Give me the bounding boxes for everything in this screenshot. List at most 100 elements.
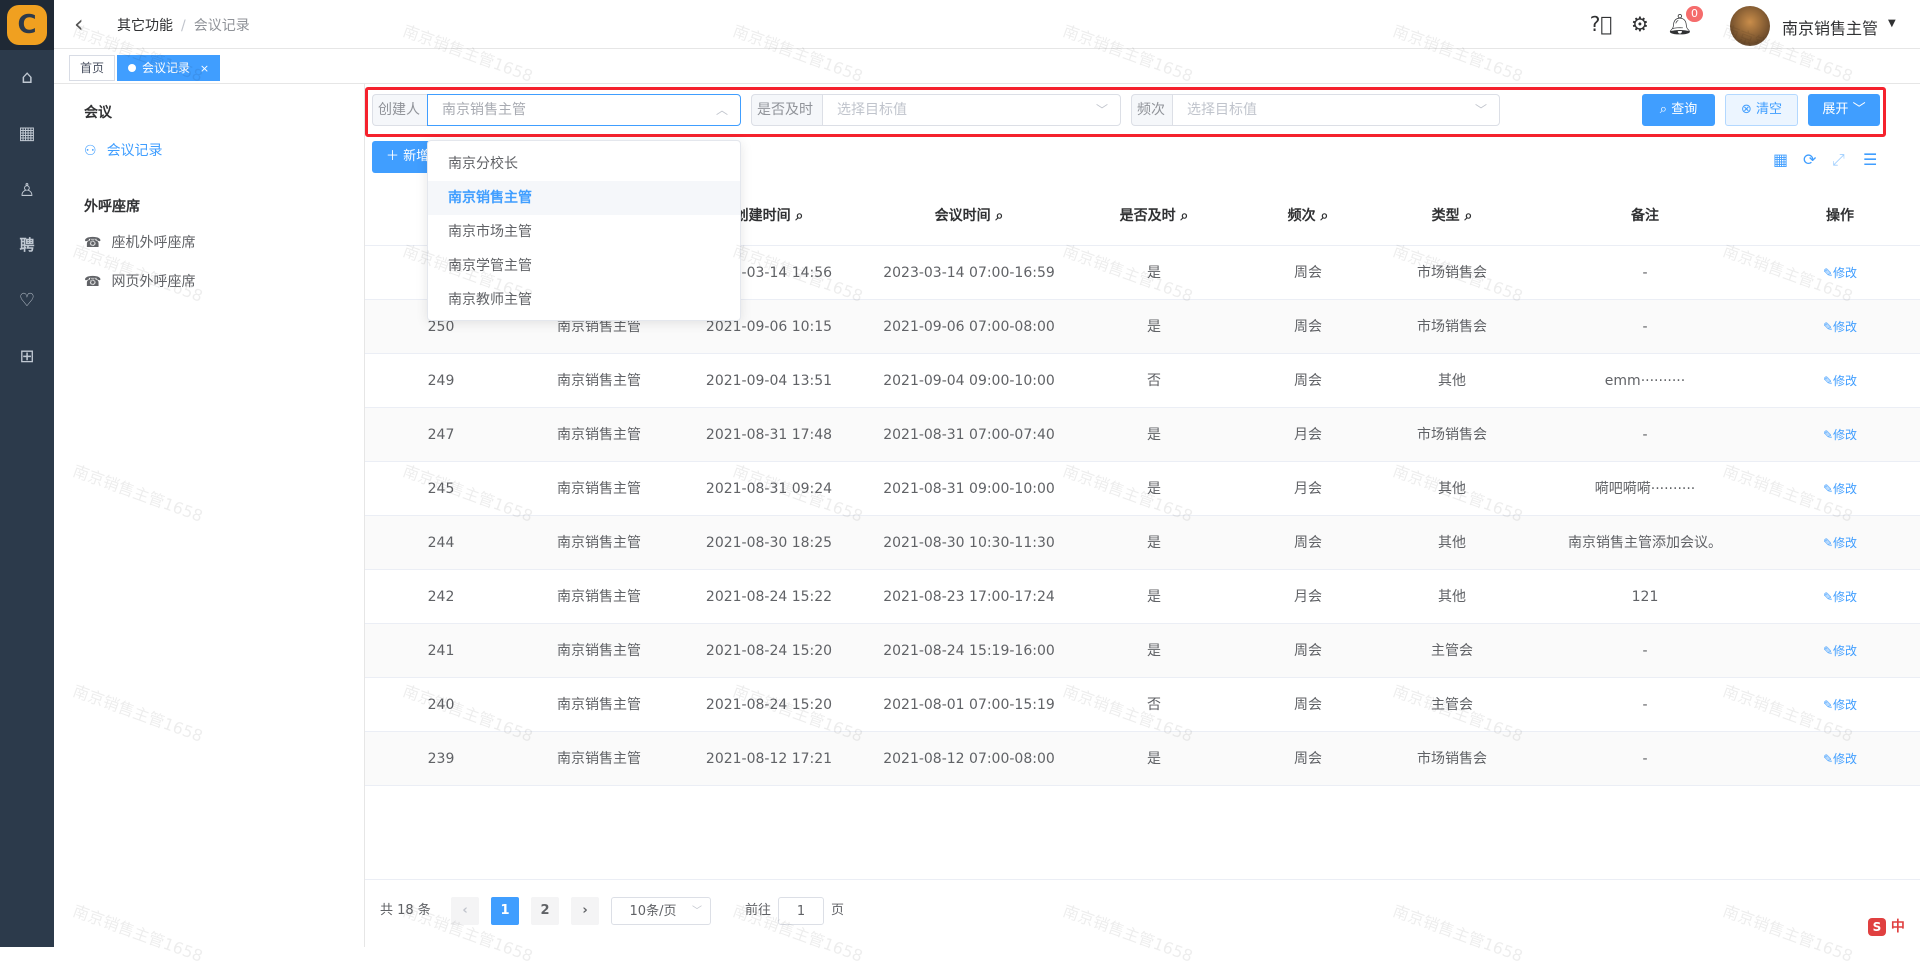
goto-input[interactable]: 1 <box>778 897 824 925</box>
menu-item-landline-seat[interactable]: ☎ 座机外呼座席 <box>84 232 195 252</box>
table-cell: 2021-09-04 09:00-10:00 <box>883 354 1055 408</box>
table-row: 240 南京销售主管 2021-08-24 15:20 2021-08-01 07:0… <box>365 678 1920 732</box>
search-icon[interactable]: ⌕ <box>1459 208 1473 224</box>
table-cell: 245 <box>428 462 455 516</box>
menu-item-meeting-records[interactable]: ⚇ 会议记录 <box>84 140 163 160</box>
table-cell: emm·········· <box>1605 354 1685 408</box>
table-cell: - <box>1642 246 1647 300</box>
caret-down-icon[interactable]: ▼ <box>1888 18 1896 29</box>
creator-dropdown: 南京分校长南京销售主管南京市场主管 南京学管主管 南京教师主管 <box>427 140 741 321</box>
recruit-icon[interactable]: 聘 <box>19 235 35 254</box>
cell-text: 2021-08-24 15:22 <box>705 589 833 605</box>
search-icon[interactable]: ⌕ <box>790 208 804 224</box>
heart-hand-icon[interactable]: ♡ <box>18 289 36 311</box>
cell-text: 2021-09-06 10:15 <box>705 319 833 335</box>
refresh-icon[interactable]: ⟳ <box>1803 150 1817 169</box>
cell-text: 南京销售主管添加会议。 <box>1568 535 1722 551</box>
table-cell[interactable]: ✎修改 <box>1823 300 1857 354</box>
search-icon[interactable]: ⌕ <box>1315 208 1329 224</box>
table-cell[interactable]: ✎修改 <box>1823 570 1857 624</box>
cell-text: 121 <box>1631 589 1659 605</box>
cell-text: 是 <box>1147 481 1161 497</box>
logo[interactable]: C <box>0 0 54 50</box>
table-cell[interactable]: ✎修改 <box>1823 354 1857 408</box>
button-label: 清空 <box>1756 102 1783 117</box>
menu-item-web-seat[interactable]: ☎ 网页外呼座席 <box>84 271 195 291</box>
cell-text: 249 <box>427 373 455 389</box>
cell-text: 修改 <box>1833 428 1858 442</box>
breadcrumb-item: 会议记录 <box>193 18 250 34</box>
table-cell: 2021-08-31 09:24 <box>706 462 832 516</box>
prev-page-icon[interactable]: ‹ <box>451 897 479 925</box>
creator-label: 创建人 <box>372 94 427 126</box>
page-2[interactable]: 2 <box>531 897 559 925</box>
back-icon[interactable]: ‹ <box>74 10 84 38</box>
add-button[interactable]: ＋ 新增 <box>372 141 432 173</box>
table-cell: 周会 <box>1294 246 1322 300</box>
table-cell: 周会 <box>1294 516 1322 570</box>
teacher-icon[interactable]: ♙ <box>18 179 36 201</box>
column-header[interactable]: 是否及时 ⌕ <box>1120 187 1189 246</box>
next-page-icon[interactable]: › <box>571 897 599 925</box>
breadcrumb-separator: / <box>181 18 186 34</box>
dropdown-option[interactable]: 南京教师主管 <box>448 292 532 308</box>
cell-text: 南京销售主管 <box>557 481 641 497</box>
table-cell[interactable]: ✎修改 <box>1823 732 1857 786</box>
timely-select[interactable]: 选择目标值 ﹀ <box>822 94 1121 126</box>
calendar-icon[interactable]: ▦ <box>18 122 36 144</box>
table-cell[interactable]: ✎修改 <box>1823 678 1857 732</box>
table-cell: - <box>1642 624 1647 678</box>
clear-button[interactable]: ⊗ 清空 <box>1725 94 1798 126</box>
grid-icon[interactable]: ▦ <box>1773 150 1789 169</box>
home-icon[interactable]: ⌂ <box>21 66 33 88</box>
search-icon[interactable]: ⌕ <box>1175 208 1189 224</box>
tab-meeting-records[interactable]: 会议记录 × <box>117 55 221 81</box>
column-header[interactable]: 类型 ⌕ <box>1432 187 1473 246</box>
search-icon[interactable]: ⌕ <box>990 208 1004 224</box>
table-cell: 其他 <box>1438 570 1466 624</box>
ime-indicator[interactable]: S 中 <box>1868 916 1914 942</box>
pagination: 共 18 条 ‹ 1 2 › 10条/页 ﹀ 前往 1 页 <box>365 879 1920 947</box>
frequency-select[interactable]: 选择目标值 ﹀ <box>1172 94 1500 126</box>
breadcrumb-item[interactable]: 其它功能 <box>117 18 173 34</box>
dropdown-option[interactable]: 南京分校长 <box>448 156 518 172</box>
table-cell: 市场销售会 <box>1417 300 1487 354</box>
tab-home[interactable]: 首页 <box>69 55 116 81</box>
creator-select[interactable]: 南京销售主管 ︿ <box>427 94 741 126</box>
table-cell: 市场销售会 <box>1417 408 1487 462</box>
help-icon[interactable]: ?⃝ <box>1589 12 1613 36</box>
avatar[interactable] <box>1730 6 1770 46</box>
column-header[interactable]: 创建时间 ⌕ <box>735 187 804 246</box>
search-button[interactable]: ⌕ 查询 <box>1642 94 1715 126</box>
cell-text: 月会 <box>1294 427 1322 443</box>
cell-text: 周会 <box>1294 265 1322 281</box>
page-size-select[interactable]: 10条/页 ﹀ <box>611 897 711 925</box>
column-header[interactable]: 频次 ⌕ <box>1288 187 1329 246</box>
chevron-down-icon: ﹀ <box>692 906 702 917</box>
dropdown-option[interactable]: 南京市场主管 <box>448 224 532 240</box>
table-cell: 是 <box>1147 732 1161 786</box>
close-icon[interactable]: × <box>199 62 210 75</box>
notification-badge: 0 <box>1686 6 1703 22</box>
fullscreen-icon[interactable]: ⤢ <box>1832 150 1845 169</box>
menu-group-title: 会议 <box>84 105 112 121</box>
dropdown-option[interactable]: 南京学管主管 <box>448 258 532 274</box>
gear-icon[interactable]: ⚙ <box>1631 12 1649 36</box>
table-cell[interactable]: ✎修改 <box>1823 408 1857 462</box>
column-settings-icon[interactable]: ☰ <box>1863 150 1878 169</box>
apps-icon[interactable]: ⊞ <box>19 345 35 367</box>
column-header[interactable]: 会议时间 ⌕ <box>935 187 1004 246</box>
expand-button[interactable]: 展开 ﹀ <box>1808 94 1880 126</box>
page-1[interactable]: 1 <box>491 897 519 925</box>
dropdown-option[interactable]: 南京销售主管 <box>428 181 740 215</box>
table-cell[interactable]: ✎修改 <box>1823 246 1857 300</box>
cell-text: 是 <box>1147 751 1161 767</box>
table-cell[interactable]: ✎修改 <box>1823 516 1857 570</box>
cell-text: 241 <box>427 643 455 659</box>
user-name[interactable]: 南京销售主管 <box>1782 19 1879 38</box>
table-cell[interactable]: ✎修改 <box>1823 624 1857 678</box>
table-cell: 南京销售主管 <box>557 462 641 516</box>
search-icon: ⌕ <box>1659 102 1672 117</box>
table-cell[interactable]: ✎修改 <box>1823 462 1857 516</box>
ime-mode: 中 <box>1890 919 1905 935</box>
